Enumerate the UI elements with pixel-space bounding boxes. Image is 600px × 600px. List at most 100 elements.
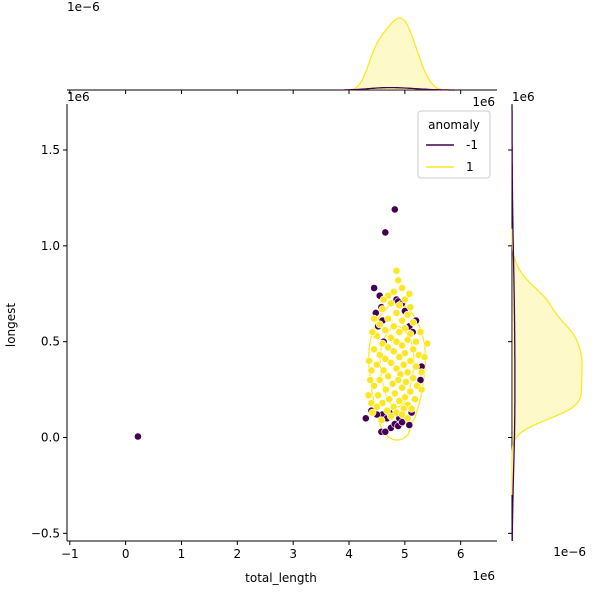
scatter-point-normal xyxy=(406,387,415,396)
scatter-point-normal xyxy=(407,404,416,413)
scatter-point-anomaly xyxy=(370,284,378,292)
scatter-point-normal xyxy=(412,337,420,346)
legend-label-normal: 1 xyxy=(466,160,474,174)
scatter-point-normal xyxy=(389,322,398,331)
scatter-point-normal xyxy=(368,328,377,336)
scatter-point-anomaly xyxy=(416,376,425,384)
scatter-point-normal xyxy=(394,276,403,285)
right-marginal-kde-fill xyxy=(512,228,582,495)
top-marginal-kde-fill xyxy=(343,18,456,90)
right-marginal-panel: 1e6 1e−6 xyxy=(511,90,586,559)
scatter-point-normal xyxy=(370,381,378,390)
scatter-point-normal xyxy=(379,366,388,375)
x-tick-label: 6 xyxy=(457,547,465,561)
scatter-point-normal xyxy=(372,360,381,369)
y-axis-label: longest xyxy=(4,303,18,348)
x-tick-label: 2 xyxy=(234,547,242,561)
scatter-point-normal xyxy=(400,324,409,333)
y-ticks: −0.5 0.0 0.5 1.0 1.5 xyxy=(31,143,67,540)
x-tick-label: 1 xyxy=(178,547,186,561)
x-axis-offset-text: 1e6 xyxy=(472,569,495,583)
scatter-point-normal xyxy=(398,284,406,292)
scatter-point-anomaly xyxy=(405,421,414,429)
scatter-point-normal xyxy=(409,318,418,327)
scatter-point-normal xyxy=(367,366,376,375)
scatter-point-normal xyxy=(417,368,426,377)
scatter-point-anomaly xyxy=(133,432,142,441)
top-marginal-kde-line xyxy=(343,17,456,91)
scatter-point-anomaly xyxy=(361,414,370,423)
top-marginal-kde-line-anomaly xyxy=(343,86,456,91)
scatter-point-normal xyxy=(403,414,412,423)
scatter-point-normal xyxy=(381,354,390,363)
scatter-point-normal xyxy=(395,397,404,405)
y-tick-label: 0.5 xyxy=(41,335,60,349)
main-axes: −1 0 1 2 3 4 5 6 −0.50.00.51.01.5 total_length … xyxy=(4,90,497,585)
scatter-point-normal xyxy=(403,368,412,377)
scatter-point-normal xyxy=(389,287,398,296)
scatter-point-normal xyxy=(378,305,387,313)
scatter-point-normal xyxy=(406,303,415,312)
scatter-point-normal xyxy=(375,376,384,384)
scatter-point-normal xyxy=(403,335,412,344)
x-tick-label: 5 xyxy=(401,547,409,561)
scatter-point-anomaly xyxy=(381,427,390,436)
scatter-point-normal xyxy=(375,320,384,329)
x-tick-label: −1 xyxy=(61,547,79,561)
y-tick-label: 1.5 xyxy=(41,143,60,157)
scatter-point-normal xyxy=(416,328,425,336)
top-marginal-panel: 1e−6 1e6 xyxy=(67,0,497,109)
scatter-point-normal xyxy=(389,347,398,356)
scatter-point-normal xyxy=(386,333,395,342)
scatter-point-normal xyxy=(398,383,406,392)
scatter-point-normal xyxy=(395,353,404,361)
scatter-point-normal xyxy=(392,266,401,275)
scatter-point-normal xyxy=(378,339,387,348)
legend: anomaly -1 1 xyxy=(417,110,491,179)
scatter-point-normal xyxy=(402,377,410,386)
scatter-point-normal xyxy=(366,376,375,384)
scatter-point-normal xyxy=(388,379,397,388)
scatter-point-normal xyxy=(410,395,419,404)
scatter-point-normal xyxy=(364,391,373,400)
scatter-point-normal xyxy=(375,351,384,359)
scatter-point-normal xyxy=(365,356,373,365)
scatter-point-normal xyxy=(400,295,409,304)
x-tick-label: 4 xyxy=(345,547,353,561)
scatter-point-normal xyxy=(417,385,426,394)
y-tick-label: 1.0 xyxy=(41,239,60,253)
scatter-point-normal xyxy=(384,372,392,381)
scatter-point-normal xyxy=(406,356,415,365)
legend-label-anomaly: -1 xyxy=(466,138,478,152)
right-marginal-kde-line-anomaly xyxy=(511,105,516,541)
scatter-point-normal xyxy=(386,412,395,421)
scatter-point-normal xyxy=(394,376,403,384)
x-axis-label: total_length xyxy=(245,571,317,585)
scatter-point-normal xyxy=(368,408,377,417)
top-marginal-x-offset-text: 1e6 xyxy=(472,95,495,109)
scatter-point-normal xyxy=(399,360,408,369)
right-marginal-offset-text: 1e−6 xyxy=(553,545,586,559)
scatter-point-normal xyxy=(386,299,395,308)
scatter-point-normal xyxy=(409,374,418,382)
legend-title: anomaly xyxy=(428,118,480,132)
scatter-point-normal xyxy=(372,402,381,411)
right-marginal-y-offset-text: 1e6 xyxy=(512,90,535,104)
x-tick-label: 0 xyxy=(122,547,130,561)
scatter-point-normal xyxy=(398,410,406,419)
y-axis-offset-text: 1e6 xyxy=(67,90,90,104)
top-marginal-offset-text: 1e−6 xyxy=(67,0,100,14)
scatter-point-normal xyxy=(420,353,429,361)
scatter-point-normal xyxy=(395,301,404,310)
scatter-point-normal xyxy=(377,416,386,425)
scatter-point-normal xyxy=(385,395,394,404)
scatter-point-normal xyxy=(398,341,406,350)
scatter-point-normal xyxy=(392,364,401,373)
scatter-points xyxy=(133,205,432,441)
x-ticks: −1 0 1 2 3 4 5 6 xyxy=(61,541,465,561)
scatter-point-normal xyxy=(400,393,409,402)
scatter-point-normal xyxy=(412,362,420,371)
scatter-point-normal xyxy=(395,328,404,336)
right-marginal-kde-line xyxy=(511,228,583,495)
scatter-point-anomaly xyxy=(381,228,390,237)
